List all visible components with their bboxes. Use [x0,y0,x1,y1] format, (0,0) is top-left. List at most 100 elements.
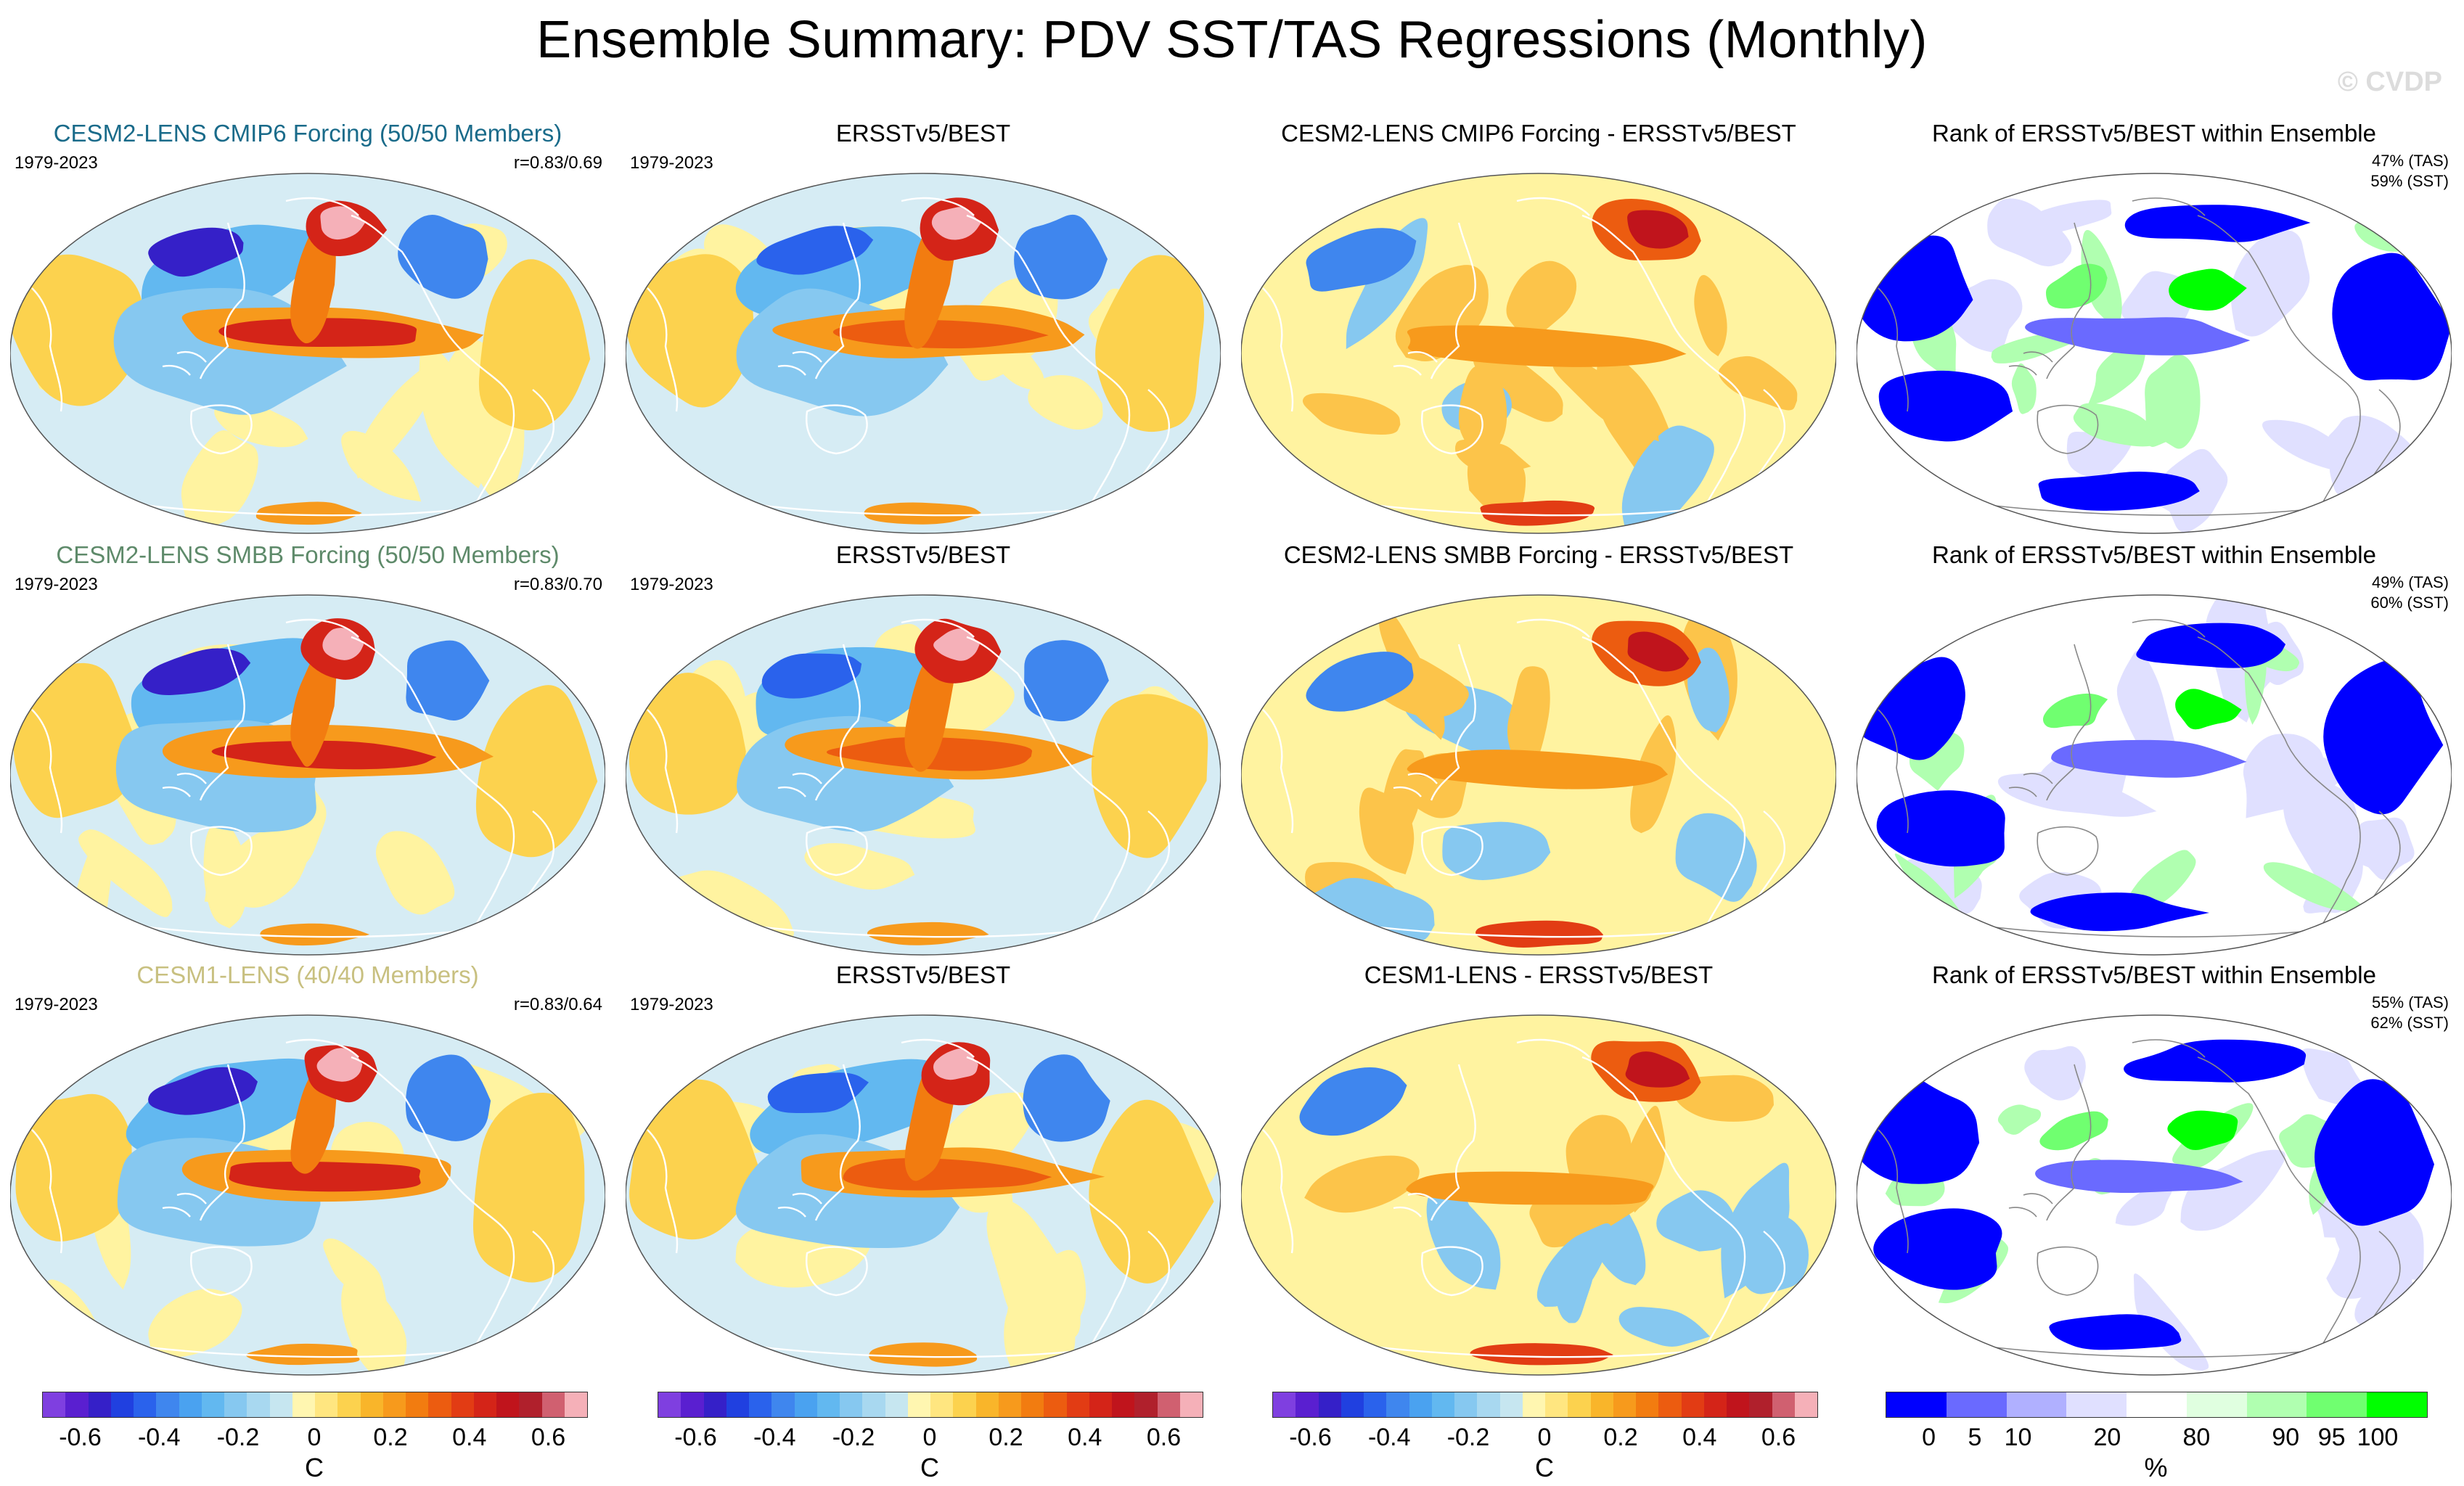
panel-model-row2: CESM2-LENS SMBB Forcing (50/50 Members) 1… [0,541,615,962]
rank-title: Rank of ERSSTv5/BEST within Ensemble [1932,541,2376,568]
world-map-obs [626,173,1221,534]
panel-rank-row3: Rank of ERSSTv5/BEST within Ensemble 55% … [1846,961,2462,1382]
colorbar-box [1112,1392,1135,1417]
colorbar-box [816,1392,840,1417]
colorbar-box [1296,1392,1319,1417]
colorbar-box [794,1392,817,1417]
colorbar-box [1179,1392,1203,1417]
figure-title: Ensemble Summary: PDV SST/TAS Regression… [536,11,1928,69]
period-label: 1979-2023 [15,995,98,1014]
colorbar-box [224,1392,247,1417]
colorbar-box [519,1392,542,1417]
colorbar-diff: -0.6 -0.4 -0.2 0 0.2 0.4 0.6 C [1272,1392,1818,1482]
colorbar-box [1636,1392,1659,1417]
colorbar-box [907,1392,930,1417]
colorbar-box [315,1392,338,1417]
panel-obs-row1: ERSSTv5/BEST 1979-2023 [615,120,1231,541]
colorbar-box [1545,1392,1568,1417]
colorbar-box [1568,1392,1591,1417]
panel-rank-row2: Rank of ERSSTv5/BEST within Ensemble 49% … [1846,541,2462,962]
correlation-label: r=0.83/0.69 [513,153,602,173]
colorbar-box [2006,1392,2067,1417]
period-label: 1979-2023 [15,153,98,173]
colorbar-tick-label: 0.6 [1146,1424,1182,1451]
field-layer [1241,595,1836,955]
correlation-label: r=0.83/0.70 [513,575,602,594]
colorbar-box [201,1392,224,1417]
panel-diff-row1: CESM2-LENS CMIP6 Forcing - ERSSTv5/BEST [1231,120,1846,541]
colorbar-box [1590,1392,1613,1417]
field-layer [626,1015,1221,1375]
colorbar-tick-label: 0.4 [452,1424,487,1451]
colorbar-boxes [1886,1392,2428,1418]
colorbar-box [1522,1392,1545,1417]
colorbar-box [337,1392,361,1417]
colorbar-box [1318,1392,1341,1417]
world-map-rank [1857,173,2452,534]
colorbar-tick-label: 20 [2093,1424,2121,1451]
colorbar-box [771,1392,795,1417]
colorbar-tick-label: 80 [2182,1424,2211,1451]
diff-title: CESM2-LENS CMIP6 Forcing - ERSSTv5/BEST [1281,120,1796,147]
field-layer [10,1015,605,1375]
map-outline [1857,1014,2452,1376]
colorbar-box [2307,1392,2367,1417]
colorbar-tick-label: -0.6 [59,1424,102,1451]
colorbar-tick-label: -0.2 [1446,1424,1490,1451]
colorbar-tick-label: 0.4 [1068,1424,1102,1451]
colorbar-box [2127,1392,2187,1417]
panel-diff-row3: CESM1-LENS - ERSSTv5/BEST [1231,961,1846,1382]
colorbar-tick-label: -0.4 [1367,1424,1411,1451]
panel-model-row3: CESM1-LENS (40/40 Members) 1979-2023 r=0.8… [0,961,615,1382]
colorbar-box [360,1392,383,1417]
colorbar-box [953,1392,976,1417]
colorbar-box [975,1392,999,1417]
map-outline [626,594,1221,956]
colorbar-unit: C [920,1453,939,1482]
rank-tas-label: 49% (TAS) [2372,573,2449,591]
map-outline [1857,173,2452,534]
colorbar-tick-label: 0.2 [989,1424,1023,1451]
colorbar-box [541,1392,565,1417]
colorbar-box [1021,1392,1044,1417]
colorbar-box [681,1392,704,1417]
colorbar-box [1066,1392,1089,1417]
colorbar-box [840,1392,863,1417]
diff-title: CESM1-LENS - ERSSTv5/BEST [1364,961,1714,988]
field-layer [626,173,1221,533]
colorbar-tick-label: -0.2 [832,1424,875,1451]
colorbar-box [1273,1392,1296,1417]
field-layer [1857,595,2452,955]
colorbar-box [1341,1392,1364,1417]
obs-title: ERSSTv5/BEST [835,961,1011,988]
colorbar-box [1044,1392,1067,1417]
colorbar-box [2186,1392,2247,1417]
colorbar-box [1772,1392,1795,1417]
colorbar-tick-label: 0.6 [1761,1424,1796,1451]
colorbar-box [428,1392,451,1417]
map-outline [626,173,1221,534]
colorbar-box [1886,1392,1947,1417]
colorbar-unit: C [305,1453,324,1482]
colorbar-obs: -0.6 -0.4 -0.2 0 0.2 0.4 0.6 C [658,1392,1203,1482]
rank-tas-label: 55% (TAS) [2372,993,2449,1011]
colorbar-box [1409,1392,1432,1417]
panel-model-row1: CESM2-LENS CMIP6 Forcing (50/50 Members)… [0,120,615,541]
colorbar-box [1727,1392,1750,1417]
map-outline [1241,173,1836,534]
colorbar-tick-label: 95 [2317,1424,2346,1451]
colorbar-tick-label: -0.6 [1289,1424,1332,1451]
model-title: CESM2-LENS SMBB Forcing (50/50 Members) [56,541,560,568]
colorbar-box [88,1392,111,1417]
colorbar-tick-label: 0 [1537,1424,1552,1451]
rank-sst-label: 59% (SST) [2370,172,2449,190]
field-layer [10,595,605,955]
map-outline [10,594,605,956]
colorbar-box [451,1392,474,1417]
colorbar-box [269,1392,292,1417]
colorbar-box [1613,1392,1636,1417]
period-label: 1979-2023 [630,575,713,594]
colorbar-box [703,1392,726,1417]
colorbar-tick-label: 0.2 [373,1424,408,1451]
colorbar-box [292,1392,315,1417]
